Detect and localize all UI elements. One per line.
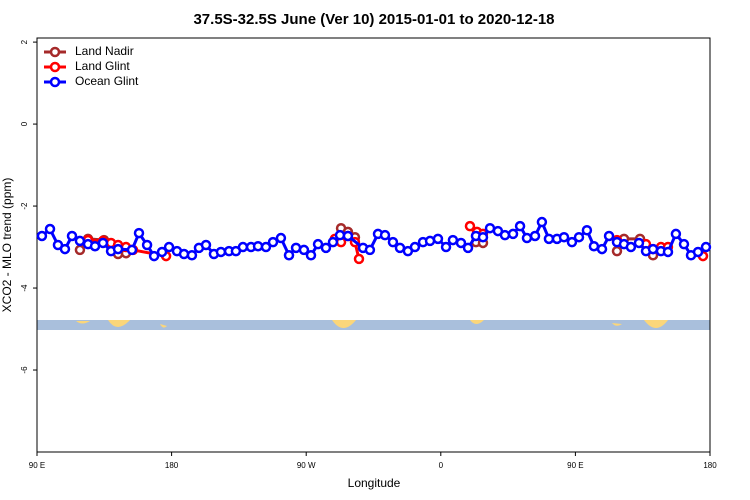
data-point bbox=[305, 249, 317, 261]
legend-label: Land Glint bbox=[75, 59, 130, 73]
data-point bbox=[514, 220, 526, 232]
data-point bbox=[126, 244, 138, 256]
data-point bbox=[662, 246, 674, 258]
data-point bbox=[596, 243, 608, 255]
legend-marker bbox=[49, 46, 61, 58]
data-point bbox=[215, 246, 227, 258]
data-point bbox=[678, 238, 690, 250]
legend-label: Land Nadir bbox=[75, 44, 134, 58]
data-point bbox=[507, 228, 519, 240]
data-point bbox=[700, 241, 712, 253]
data-point bbox=[141, 239, 153, 251]
data-point bbox=[59, 243, 71, 255]
data-point bbox=[267, 236, 279, 248]
data-point bbox=[588, 240, 600, 252]
data-point bbox=[566, 236, 578, 248]
data-point bbox=[692, 246, 704, 258]
x-axis-label: Longitude bbox=[348, 476, 401, 490]
x-tick-label: 180 bbox=[703, 461, 717, 470]
data-point bbox=[148, 250, 160, 262]
data-point bbox=[529, 230, 541, 242]
data-point bbox=[342, 230, 354, 242]
data-point bbox=[74, 235, 86, 247]
data-point bbox=[97, 237, 109, 249]
data-point bbox=[462, 242, 474, 254]
data-point bbox=[320, 242, 332, 254]
data-point bbox=[521, 232, 533, 244]
data-point bbox=[163, 241, 175, 253]
data-point bbox=[432, 233, 444, 245]
y-tick-label: -2 bbox=[20, 202, 29, 210]
data-point bbox=[74, 244, 86, 256]
data-point bbox=[298, 244, 310, 256]
data-point bbox=[36, 230, 48, 242]
data-point bbox=[156, 246, 168, 258]
data-point bbox=[260, 241, 272, 253]
data-point bbox=[364, 244, 376, 256]
data-point bbox=[275, 232, 287, 244]
y-tick-label: -4 bbox=[20, 284, 29, 292]
data-point bbox=[499, 229, 511, 241]
legend-label: Ocean Glint bbox=[75, 74, 139, 88]
data-point bbox=[200, 239, 212, 251]
data-point bbox=[133, 227, 145, 239]
data-point bbox=[543, 233, 555, 245]
map-strip bbox=[37, 320, 710, 330]
y-tick-label: -6 bbox=[20, 366, 29, 374]
data-point bbox=[558, 231, 570, 243]
data-point bbox=[573, 231, 585, 243]
data-point bbox=[536, 216, 548, 228]
y-axis-label: XCO2 - MLO trend (ppm) bbox=[0, 178, 14, 313]
data-point bbox=[455, 237, 467, 249]
data-point bbox=[237, 241, 249, 253]
x-tick-label: 90 E bbox=[29, 461, 45, 470]
data-point bbox=[581, 224, 593, 236]
y-tick-label: 2 bbox=[20, 39, 29, 44]
data-point bbox=[66, 230, 78, 242]
data-point bbox=[409, 241, 421, 253]
data-point bbox=[353, 253, 365, 265]
data-point bbox=[379, 229, 391, 241]
x-tick-label: 180 bbox=[165, 461, 179, 470]
x-tick-label: 90 E bbox=[567, 461, 583, 470]
data-point bbox=[603, 230, 615, 242]
data-point bbox=[633, 237, 645, 249]
chart-title: 37.5S-32.5S June (Ver 10) 2015-01-01 to … bbox=[193, 11, 554, 28]
data-point bbox=[447, 234, 459, 246]
data-point bbox=[670, 228, 682, 240]
data-point bbox=[477, 231, 489, 243]
data-point bbox=[464, 220, 476, 232]
data-point bbox=[44, 223, 56, 235]
data-point bbox=[611, 245, 623, 257]
data-point bbox=[312, 238, 324, 250]
data-point bbox=[327, 236, 339, 248]
legend-marker bbox=[49, 76, 61, 88]
x-tick-label: 0 bbox=[439, 461, 444, 470]
data-point bbox=[186, 249, 198, 261]
y-tick-label: 0 bbox=[20, 121, 29, 126]
x-tick-label: 90 W bbox=[297, 461, 316, 470]
legend-marker bbox=[49, 61, 61, 73]
data-point bbox=[283, 249, 295, 261]
data-point bbox=[178, 248, 190, 260]
data-point bbox=[112, 243, 124, 255]
data-point bbox=[625, 241, 637, 253]
data-point bbox=[387, 236, 399, 248]
data-point bbox=[440, 241, 452, 253]
